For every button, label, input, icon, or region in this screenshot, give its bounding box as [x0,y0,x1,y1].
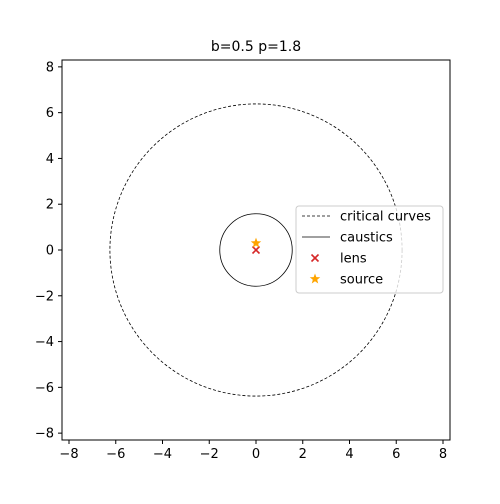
y-tick-label: 4 [46,152,54,167]
legend-lens-label: lens [340,252,367,267]
x-tick-label: −2 [200,447,219,462]
legend: critical curves caustics lens source [296,206,443,293]
x-tick-label: −8 [59,447,78,462]
y-tick-label: −6 [35,381,54,396]
x-tick-label: 2 [299,447,307,462]
y-tick-label: 6 [46,106,54,121]
y-tick-label: 8 [46,60,54,75]
y-tick-label: −4 [35,335,54,350]
x-tick-label: 8 [439,447,447,462]
x-tick-label: −4 [153,447,172,462]
y-tick-label: 2 [46,198,54,213]
legend-caustics-label: caustics [340,231,393,246]
legend-critical-curves-label: critical curves [340,210,431,225]
y-tick-label: −2 [35,289,54,304]
x-tick-label: 0 [252,447,260,462]
chart-title: b=0.5 p=1.8 [211,39,301,55]
y-tick-label: −8 [35,427,54,442]
lens-marker [253,247,260,254]
x-tick-label: 6 [392,447,400,462]
source-marker [251,238,261,248]
legend-source-label: source [340,273,383,288]
y-tick-label: 0 [46,244,54,259]
x-tick-label: 4 [345,447,353,462]
x-tick-label: −6 [106,447,125,462]
